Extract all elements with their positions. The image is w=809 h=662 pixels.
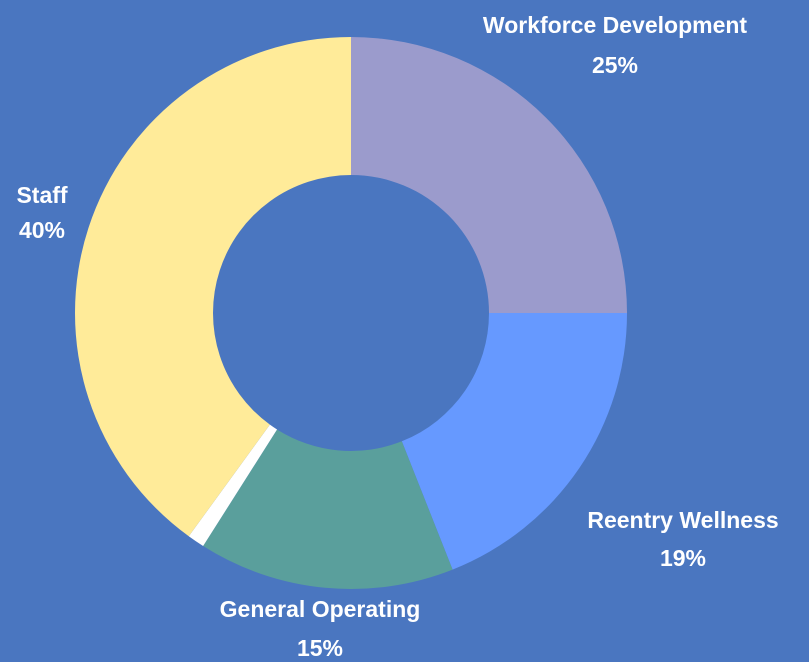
donut-slice xyxy=(351,37,627,313)
slice-label: Workforce Development xyxy=(483,12,747,38)
donut-slice xyxy=(74,37,351,537)
slice-value-label: 25% xyxy=(592,52,638,78)
slice-label: Reentry Wellness xyxy=(587,507,778,533)
donut-slice xyxy=(188,424,278,547)
slice-value-label: 15% xyxy=(297,635,343,661)
slice-value-label: 40% xyxy=(19,217,65,243)
donut-slice xyxy=(203,429,453,589)
slice-value-label: 19% xyxy=(660,545,706,571)
slice-label: Staff xyxy=(16,182,67,208)
donut-slice xyxy=(401,313,627,570)
slice-label: General Operating xyxy=(220,596,421,622)
